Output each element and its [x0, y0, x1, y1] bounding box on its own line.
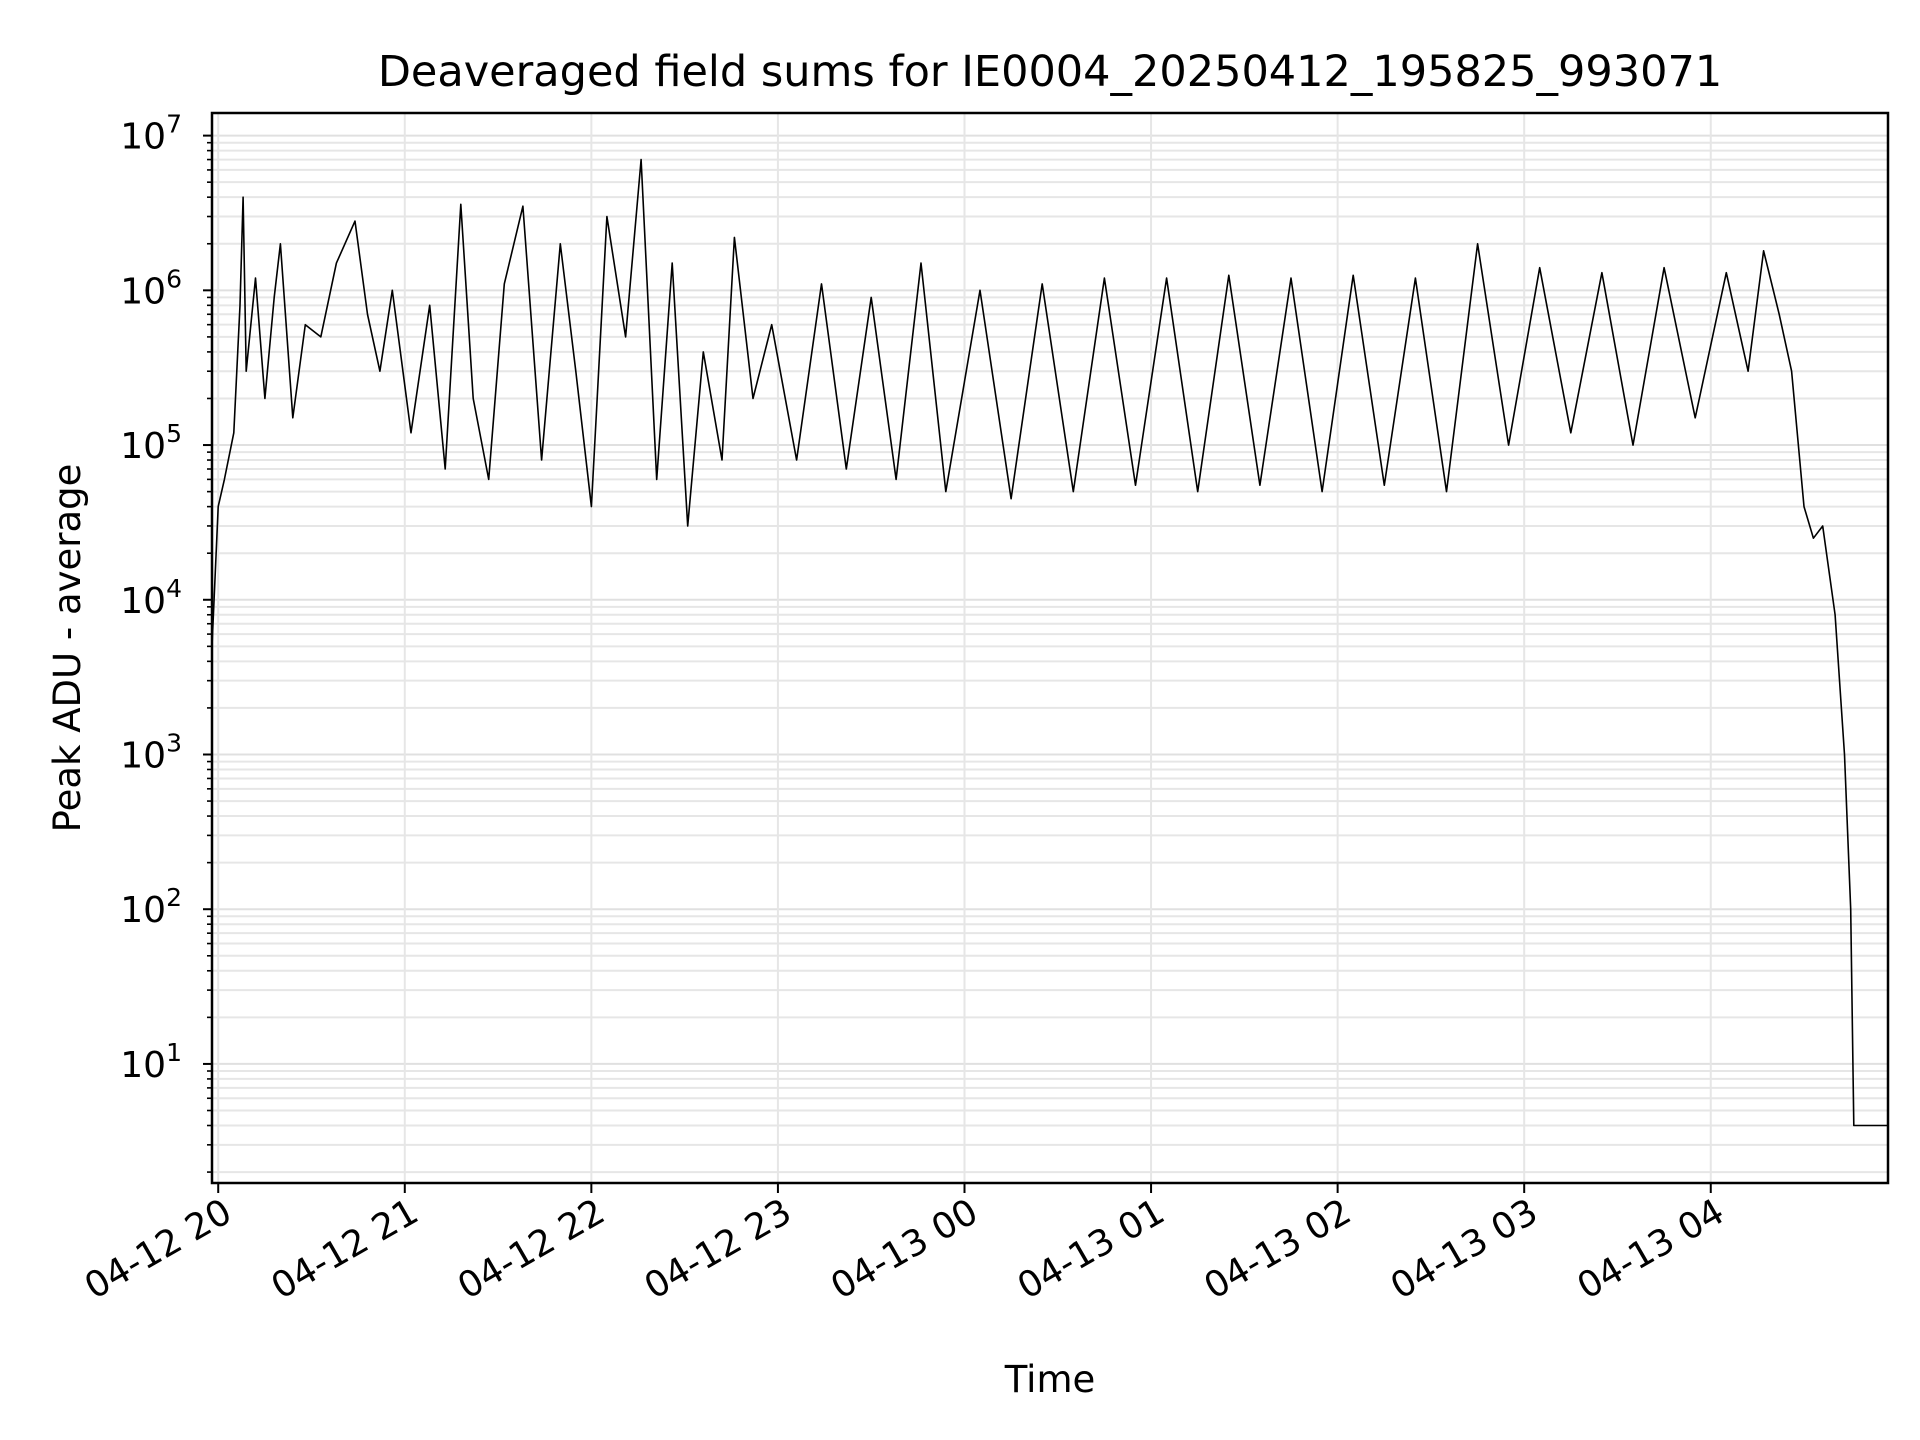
x-tick-label: 04-12 20 — [78, 1191, 239, 1307]
x-tick-label: 04-12 22 — [451, 1191, 612, 1307]
series-line — [211, 158, 1888, 1127]
x-tick-label: 04-13 03 — [1384, 1191, 1545, 1307]
y-tick-label: 104 — [120, 574, 182, 622]
y-tick-label: 105 — [120, 419, 182, 467]
plot-frame — [210, 111, 1890, 1185]
minor-grid — [212, 141, 1888, 1174]
x-tick-label: 04-13 04 — [1571, 1191, 1732, 1307]
x-tick-label: 04-13 00 — [824, 1191, 985, 1307]
series-layer — [211, 158, 1888, 1127]
y-tick-label: 102 — [120, 883, 182, 931]
y-tick-label: 101 — [120, 1038, 182, 1086]
major-grid — [212, 113, 1888, 1183]
y-axis-ticks: 101 102 103 104 105 106 107 — [120, 110, 212, 1173]
chart-title: Deaveraged field sums for IE0004_2025041… — [378, 47, 1722, 97]
y-axis-title: Peak ADU - average — [46, 464, 89, 833]
x-tick-label: 04-13 02 — [1197, 1191, 1358, 1307]
x-tick-label: 04-12 23 — [638, 1191, 799, 1307]
x-tick-label: 04-12 21 — [265, 1191, 426, 1307]
x-axis-ticks: 04-12 20 04-12 21 04-12 22 04-12 23 04-13 00… — [78, 1183, 1731, 1308]
y-tick-label: 106 — [120, 264, 182, 312]
x-tick-label: 04-13 01 — [1011, 1191, 1172, 1307]
x-axis-title: Time — [1004, 1358, 1096, 1401]
y-tick-label: 103 — [120, 728, 182, 776]
y-tick-label: 107 — [120, 110, 182, 158]
